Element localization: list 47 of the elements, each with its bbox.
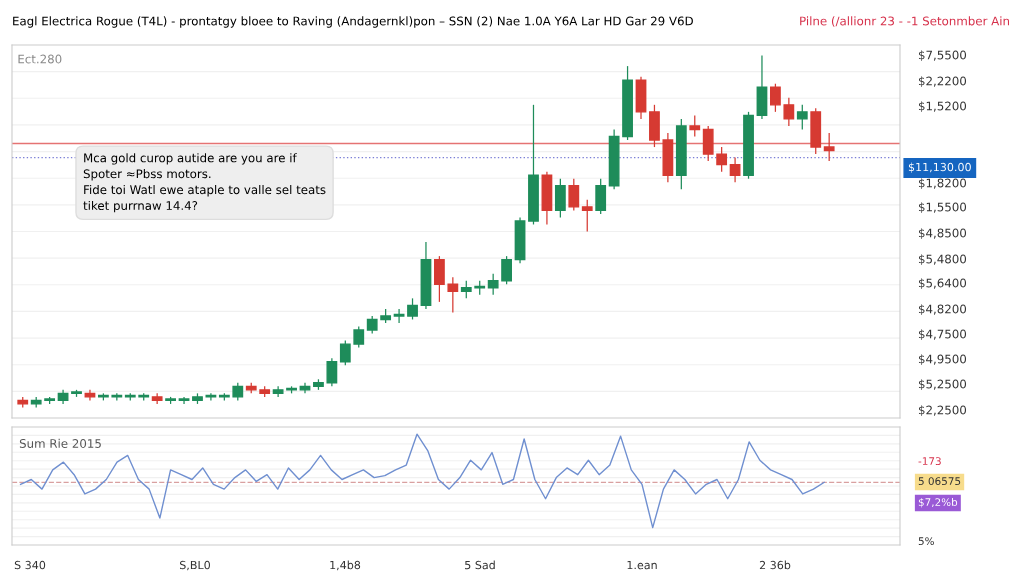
text: $4,8500: [918, 228, 967, 239]
text: Pilne (/allionr 23 - -1 Setonmber Ain: [800, 16, 1009, 27]
candlestick: [716, 146, 728, 173]
text: $11,130.00: [908, 162, 971, 173]
candlestick: [796, 104, 808, 131]
candlestick: [501, 255, 513, 285]
chart-title: Sum Rie 2015: [19, 438, 101, 448]
candlestick: [581, 199, 593, 233]
candlestick: [353, 325, 365, 349]
text: $2,2200: [918, 76, 967, 87]
text: 1.ean: [627, 560, 657, 570]
text: $1,8200: [918, 178, 967, 189]
text: 1,4b8: [330, 560, 361, 571]
annotation: Mca gold curop autide are you are if Spoter ≈Pbss motors. Fide toi Watl ewe ataple to valle sel teats tiket purrnaw 14.4?: [83, 153, 326, 213]
text: $1,5500: [918, 202, 967, 213]
candlestick: [393, 308, 405, 324]
text: 2 36b: [759, 560, 791, 570]
chart-subtitle: Ect.280: [18, 54, 62, 64]
text: $4,9500: [918, 354, 967, 365]
candlestick: [407, 297, 418, 321]
chart-title: Eagl Electrica Rogue (T4L) - prontatgy bloee to Raving (Andagernkl)pon – SSN (2) Nae 1.0A Y6A Lar HD Gar 29 V6D: [13, 16, 693, 28]
candlestick: [447, 276, 459, 314]
text: $7,2%b: [918, 497, 958, 508]
candlestick: [783, 97, 795, 127]
text: $5,2500: [918, 379, 967, 390]
candlestick: [729, 156, 741, 183]
text: $1,5200: [918, 101, 967, 112]
candlestick: [339, 339, 351, 366]
candlestick: [823, 132, 835, 162]
text: $7,5500: [918, 50, 967, 61]
candlestick: [272, 385, 284, 398]
text: $5,4800: [918, 254, 967, 265]
candlestick: [326, 357, 338, 387]
text: 5 06575: [918, 477, 961, 486]
text: -173: [918, 457, 941, 466]
text: $5,6400: [918, 278, 967, 289]
text: $4,8200: [918, 304, 967, 315]
text: 5%: [918, 537, 934, 546]
candlestick: [770, 83, 781, 113]
text: $2,2500: [918, 405, 967, 416]
candlestick: [568, 178, 580, 212]
text: S 340: [14, 560, 46, 570]
text: $4,7500: [918, 329, 967, 340]
candlestick: [487, 273, 499, 296]
text: S,BL0: [180, 560, 210, 571]
text: 5 Sad: [465, 560, 495, 570]
candlestick: [689, 114, 701, 138]
